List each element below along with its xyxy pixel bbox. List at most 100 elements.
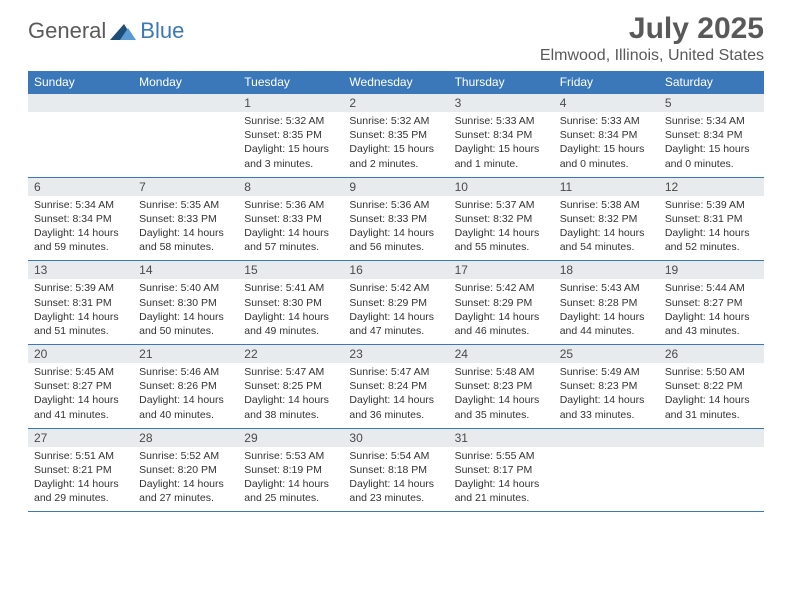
sunset-text: Sunset: 8:31 PM (34, 296, 127, 310)
day-number: 29 (238, 429, 343, 447)
sunset-text: Sunset: 8:17 PM (455, 463, 548, 477)
weekday-header: Tuesday (238, 71, 343, 94)
daylight-text: Daylight: 14 hours and 21 minutes. (455, 477, 548, 505)
sunrise-text: Sunrise: 5:44 AM (665, 281, 758, 295)
day-cell: 2Sunrise: 5:32 AMSunset: 8:35 PMDaylight… (343, 94, 448, 178)
day-number: 4 (554, 94, 659, 112)
day-cell (133, 94, 238, 178)
sunset-text: Sunset: 8:19 PM (244, 463, 337, 477)
day-number: 28 (133, 429, 238, 447)
day-info (28, 112, 133, 170)
day-info: Sunrise: 5:46 AMSunset: 8:26 PMDaylight:… (133, 363, 238, 428)
day-cell: 21Sunrise: 5:46 AMSunset: 8:26 PMDayligh… (133, 345, 238, 429)
sunset-text: Sunset: 8:33 PM (244, 212, 337, 226)
daylight-text: Daylight: 14 hours and 23 minutes. (349, 477, 442, 505)
day-number: 18 (554, 261, 659, 279)
day-info: Sunrise: 5:45 AMSunset: 8:27 PMDaylight:… (28, 363, 133, 428)
day-info: Sunrise: 5:43 AMSunset: 8:28 PMDaylight:… (554, 279, 659, 344)
sunset-text: Sunset: 8:32 PM (455, 212, 548, 226)
week-row: 27Sunrise: 5:51 AMSunset: 8:21 PMDayligh… (28, 428, 764, 512)
day-info: Sunrise: 5:42 AMSunset: 8:29 PMDaylight:… (343, 279, 448, 344)
day-info: Sunrise: 5:36 AMSunset: 8:33 PMDaylight:… (343, 196, 448, 261)
sunset-text: Sunset: 8:33 PM (349, 212, 442, 226)
sunset-text: Sunset: 8:35 PM (244, 128, 337, 142)
sunrise-text: Sunrise: 5:43 AM (560, 281, 653, 295)
sunrise-text: Sunrise: 5:55 AM (455, 449, 548, 463)
sunset-text: Sunset: 8:27 PM (34, 379, 127, 393)
day-number: 21 (133, 345, 238, 363)
day-cell: 4Sunrise: 5:33 AMSunset: 8:34 PMDaylight… (554, 94, 659, 178)
day-number: 2 (343, 94, 448, 112)
sunrise-text: Sunrise: 5:47 AM (244, 365, 337, 379)
day-info: Sunrise: 5:39 AMSunset: 8:31 PMDaylight:… (28, 279, 133, 344)
day-number: 17 (449, 261, 554, 279)
day-info: Sunrise: 5:55 AMSunset: 8:17 PMDaylight:… (449, 447, 554, 512)
day-cell (28, 94, 133, 178)
sunrise-text: Sunrise: 5:34 AM (665, 114, 758, 128)
day-cell: 12Sunrise: 5:39 AMSunset: 8:31 PMDayligh… (659, 177, 764, 261)
sunset-text: Sunset: 8:34 PM (665, 128, 758, 142)
daylight-text: Daylight: 14 hours and 55 minutes. (455, 226, 548, 254)
day-number: 11 (554, 178, 659, 196)
sunset-text: Sunset: 8:34 PM (560, 128, 653, 142)
sunrise-text: Sunrise: 5:46 AM (139, 365, 232, 379)
sunrise-text: Sunrise: 5:36 AM (244, 198, 337, 212)
day-cell: 23Sunrise: 5:47 AMSunset: 8:24 PMDayligh… (343, 345, 448, 429)
logo-text-general: General (28, 18, 106, 44)
daylight-text: Daylight: 15 hours and 0 minutes. (560, 142, 653, 170)
day-number: 19 (659, 261, 764, 279)
daylight-text: Daylight: 14 hours and 33 minutes. (560, 393, 653, 421)
day-cell: 11Sunrise: 5:38 AMSunset: 8:32 PMDayligh… (554, 177, 659, 261)
day-info: Sunrise: 5:38 AMSunset: 8:32 PMDaylight:… (554, 196, 659, 261)
daylight-text: Daylight: 14 hours and 35 minutes. (455, 393, 548, 421)
sunset-text: Sunset: 8:30 PM (244, 296, 337, 310)
day-number: 1 (238, 94, 343, 112)
day-cell: 1Sunrise: 5:32 AMSunset: 8:35 PMDaylight… (238, 94, 343, 178)
daylight-text: Daylight: 15 hours and 0 minutes. (665, 142, 758, 170)
daylight-text: Daylight: 14 hours and 57 minutes. (244, 226, 337, 254)
day-number: 27 (28, 429, 133, 447)
week-row: 6Sunrise: 5:34 AMSunset: 8:34 PMDaylight… (28, 177, 764, 261)
day-number: 9 (343, 178, 448, 196)
daylight-text: Daylight: 14 hours and 43 minutes. (665, 310, 758, 338)
day-number: 8 (238, 178, 343, 196)
day-info (133, 112, 238, 170)
sunrise-text: Sunrise: 5:49 AM (560, 365, 653, 379)
daylight-text: Daylight: 14 hours and 46 minutes. (455, 310, 548, 338)
day-info: Sunrise: 5:39 AMSunset: 8:31 PMDaylight:… (659, 196, 764, 261)
sunset-text: Sunset: 8:34 PM (455, 128, 548, 142)
daylight-text: Daylight: 14 hours and 38 minutes. (244, 393, 337, 421)
sunset-text: Sunset: 8:35 PM (349, 128, 442, 142)
day-cell: 18Sunrise: 5:43 AMSunset: 8:28 PMDayligh… (554, 261, 659, 345)
sunrise-text: Sunrise: 5:54 AM (349, 449, 442, 463)
sunset-text: Sunset: 8:21 PM (34, 463, 127, 477)
weekday-header: Wednesday (343, 71, 448, 94)
day-number (28, 94, 133, 112)
sunrise-text: Sunrise: 5:51 AM (34, 449, 127, 463)
sunrise-text: Sunrise: 5:34 AM (34, 198, 127, 212)
day-info (659, 447, 764, 505)
daylight-text: Daylight: 14 hours and 29 minutes. (34, 477, 127, 505)
sunset-text: Sunset: 8:31 PM (665, 212, 758, 226)
sunrise-text: Sunrise: 5:41 AM (244, 281, 337, 295)
sunset-text: Sunset: 8:22 PM (665, 379, 758, 393)
day-cell: 26Sunrise: 5:50 AMSunset: 8:22 PMDayligh… (659, 345, 764, 429)
daylight-text: Daylight: 14 hours and 51 minutes. (34, 310, 127, 338)
day-info: Sunrise: 5:51 AMSunset: 8:21 PMDaylight:… (28, 447, 133, 512)
day-cell: 3Sunrise: 5:33 AMSunset: 8:34 PMDaylight… (449, 94, 554, 178)
weekday-header: Thursday (449, 71, 554, 94)
calendar-table: Sunday Monday Tuesday Wednesday Thursday… (28, 71, 764, 512)
title-block: July 2025 Elmwood, Illinois, United Stat… (540, 12, 764, 65)
sunrise-text: Sunrise: 5:33 AM (455, 114, 548, 128)
day-number: 30 (343, 429, 448, 447)
sunset-text: Sunset: 8:23 PM (455, 379, 548, 393)
day-info: Sunrise: 5:54 AMSunset: 8:18 PMDaylight:… (343, 447, 448, 512)
sunset-text: Sunset: 8:24 PM (349, 379, 442, 393)
sunset-text: Sunset: 8:30 PM (139, 296, 232, 310)
sunrise-text: Sunrise: 5:45 AM (34, 365, 127, 379)
sunrise-text: Sunrise: 5:35 AM (139, 198, 232, 212)
week-row: 20Sunrise: 5:45 AMSunset: 8:27 PMDayligh… (28, 345, 764, 429)
sunset-text: Sunset: 8:28 PM (560, 296, 653, 310)
sunrise-text: Sunrise: 5:38 AM (560, 198, 653, 212)
day-info: Sunrise: 5:49 AMSunset: 8:23 PMDaylight:… (554, 363, 659, 428)
